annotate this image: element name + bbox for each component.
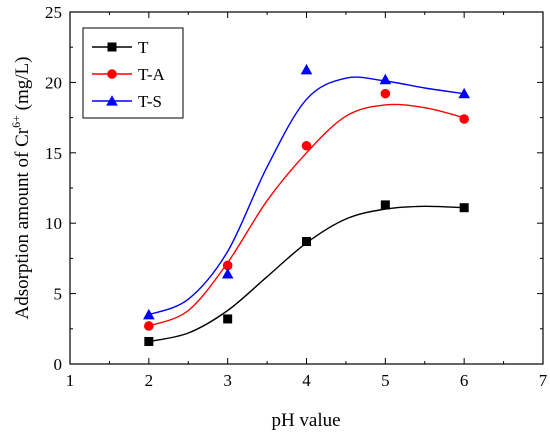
x-tick-label: 4 <box>302 371 311 390</box>
y-axis-label-superscript: 6+ <box>9 115 23 128</box>
data-point-t <box>223 314 233 324</box>
fit-curves <box>148 76 465 343</box>
x-tick-label: 1 <box>66 371 75 390</box>
legend-label-t: T <box>138 38 149 57</box>
data-point-t-s <box>221 268 234 279</box>
y-axis-label-main: Adsorption amount of Cr <box>12 127 33 319</box>
x-tick-label: 6 <box>460 371 469 390</box>
y-tick-label: 25 <box>45 3 62 22</box>
y-tick-label: 20 <box>45 73 62 92</box>
data-point-t-s <box>458 87 470 99</box>
data-point-t <box>380 200 390 210</box>
data-markers <box>143 63 470 346</box>
x-tick-label: 5 <box>381 371 390 390</box>
x-axis-ticks: 1 2 3 4 5 6 7 <box>66 12 548 390</box>
data-point-t-a <box>301 140 312 151</box>
y-tick-label: 10 <box>45 214 62 233</box>
data-point-t-a <box>459 114 469 124</box>
x-tick-label: 2 <box>145 371 154 390</box>
legend-label-t-s: T-S <box>138 92 162 111</box>
data-point-t <box>459 203 469 213</box>
legend-box <box>82 27 184 119</box>
data-point-t <box>302 237 311 247</box>
y-axis-label: Adsorption amount of Cr6+ (mg/L) <box>9 57 33 320</box>
data-point-t-a <box>380 88 391 99</box>
y-axis-label-unit: (mg/L) <box>12 57 33 116</box>
data-point-t-s <box>143 308 155 320</box>
x-axis-label: pH value <box>271 410 340 431</box>
y-tick-label: 0 <box>54 355 63 374</box>
data-point-t-a <box>144 321 154 331</box>
y-tick-label: 15 <box>45 144 62 163</box>
legend-marker-t <box>107 42 117 52</box>
legend-marker-t-a <box>107 69 117 79</box>
data-point-t-s <box>379 73 392 85</box>
y-tick-label: 5 <box>54 285 63 304</box>
legend-marker-t-s <box>106 95 118 106</box>
fit-curve-t <box>148 205 465 343</box>
fit-curve-t-s <box>148 76 465 316</box>
legend: T T-A T-S <box>82 27 184 119</box>
fit-curve-t-a <box>148 103 465 327</box>
data-point-t-s <box>300 63 313 75</box>
data-point-t <box>144 336 154 346</box>
x-tick-label: 3 <box>223 371 232 390</box>
x-tick-label: 7 <box>539 371 548 390</box>
data-point-t-a <box>222 260 233 271</box>
y-axis-ticks: 0 5 10 15 20 25 <box>45 3 543 374</box>
legend-label-t-a: T-A <box>138 65 165 84</box>
